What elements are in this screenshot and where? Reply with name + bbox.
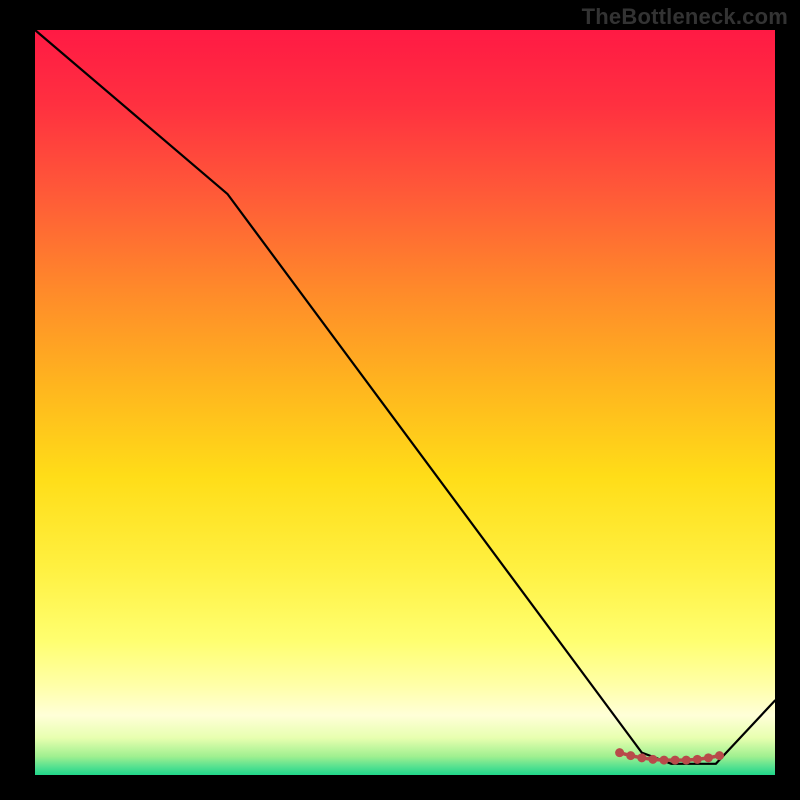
marker-dot — [682, 756, 691, 765]
marker-dot — [693, 755, 702, 764]
marker-dot — [671, 756, 680, 765]
marker-dot — [626, 751, 635, 760]
marker-dot — [637, 753, 646, 762]
chart-svg — [0, 0, 800, 800]
marker-dot — [715, 751, 724, 760]
marker-dot — [704, 753, 713, 762]
marker-dot — [615, 748, 624, 757]
watermark-text: TheBottleneck.com — [582, 4, 788, 30]
chart-container: TheBottleneck.com — [0, 0, 800, 800]
marker-dot — [648, 755, 657, 764]
marker-dot — [660, 756, 669, 765]
plot-background — [35, 30, 775, 775]
